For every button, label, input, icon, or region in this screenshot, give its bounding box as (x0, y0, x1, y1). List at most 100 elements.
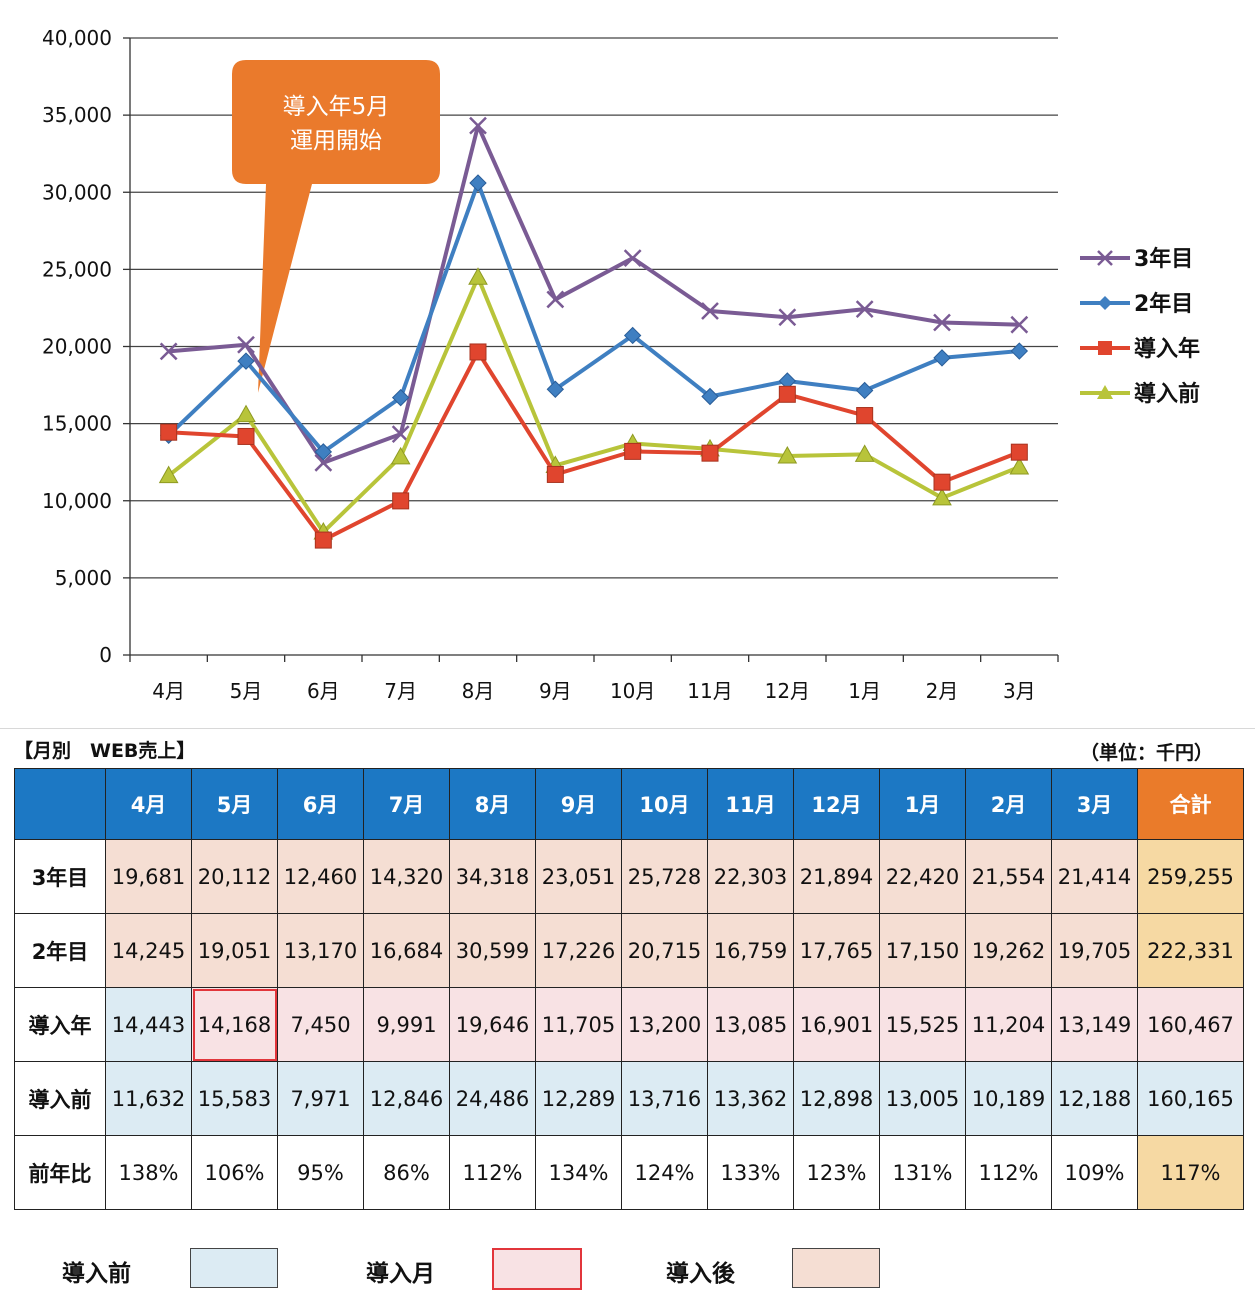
table-cell: 12,898 (793, 1061, 880, 1136)
key-swatch-after (792, 1248, 880, 1288)
table-cell: 12,289 (535, 1061, 622, 1136)
series-line (167, 181, 1020, 454)
annotation-text: 運用開始 (290, 128, 382, 154)
data-point (854, 444, 875, 462)
data-point (933, 313, 951, 332)
header-month: 11月 (707, 768, 794, 840)
legend-label: 導入前 (1134, 381, 1200, 407)
table-cell: 14,168 (191, 987, 278, 1062)
table-cell: 95% (277, 1135, 364, 1210)
table-cell: 109% (1051, 1135, 1138, 1210)
table-cell: 12,846 (363, 1061, 450, 1136)
header-month: 8月 (449, 768, 536, 840)
x-tick-label: 8月 (462, 679, 495, 703)
data-point (314, 453, 333, 472)
table-cell: 21,894 (793, 839, 880, 914)
table-cell: 7,971 (277, 1061, 364, 1136)
data-point (160, 423, 178, 441)
table-cell: 13,362 (707, 1061, 794, 1136)
annotation-text: 導入年5月 (283, 94, 390, 120)
table-cell: 7,450 (277, 987, 364, 1062)
data-point (391, 388, 410, 407)
data-point (390, 446, 411, 465)
table-cell: 20,715 (621, 913, 708, 988)
table-cell: 16,759 (707, 913, 794, 988)
row-label: 2年目 (14, 913, 106, 988)
table-cell: 19,705 (1051, 913, 1138, 988)
data-point (236, 404, 256, 423)
data-point (777, 446, 798, 464)
data-point (623, 326, 642, 345)
table-cell: 13,716 (621, 1061, 708, 1136)
data-point (1010, 342, 1029, 360)
y-tick-label: 20,000 (42, 335, 112, 359)
table-cell: 12,188 (1051, 1061, 1138, 1136)
table-cell: 112% (965, 1135, 1052, 1210)
table-cell: 138% (105, 1135, 192, 1210)
table-cell: 123% (793, 1135, 880, 1210)
table-cell: 20,112 (191, 839, 278, 914)
data-point (237, 427, 255, 445)
table-cell: 19,646 (449, 987, 536, 1062)
table-cell: 14,245 (105, 913, 192, 988)
table-cell: 15,525 (879, 987, 966, 1062)
table-cell: 133% (707, 1135, 794, 1210)
table-unit: （単位：千円） (1079, 742, 1213, 764)
table-header-row: 4月 5月 6月 7月 8月 9月 10月 11月 12月 1月 2月 3月 合… (14, 768, 1244, 840)
table-cell: 106% (191, 1135, 278, 1210)
data-point (1010, 315, 1029, 334)
data-point (469, 343, 487, 361)
table-cell: 19,681 (105, 839, 192, 914)
table-cell: 10,189 (965, 1061, 1052, 1136)
table-cell: 25,728 (621, 839, 708, 914)
header-month: 12月 (793, 768, 880, 840)
data-point (469, 174, 487, 192)
table-cell: 134% (535, 1135, 622, 1210)
row-label: 前年比 (14, 1135, 106, 1210)
data-point (778, 308, 797, 327)
x-tick-label: 6月 (307, 679, 340, 703)
sales-table: 4月 5月 6月 7月 8月 9月 10月 11月 12月 1月 2月 3月 合… (14, 768, 1244, 1210)
y-tick-label: 5,000 (55, 566, 112, 590)
annotation-callout (232, 60, 440, 393)
data-point (932, 487, 952, 506)
key-label-before: 導入前 (62, 1261, 131, 1287)
table-cell: 17,226 (535, 913, 622, 988)
table-cell: 21,414 (1051, 839, 1138, 914)
table-row: 前年比 138% 106% 95% 86% 112% 134% 124% 133% 123% 131… (14, 1135, 1244, 1210)
header-month: 5月 (191, 768, 278, 840)
data-point (158, 465, 179, 484)
data-point (1010, 443, 1028, 461)
table-row: 導入前 11,632 15,583 7,971 12,846 24,486 12,289 13… (14, 1061, 1244, 1136)
table-cell: 12,460 (277, 839, 364, 914)
data-point (855, 381, 874, 400)
data-point (314, 443, 333, 461)
header-month: 7月 (363, 768, 450, 840)
table-row: 3年目 19,681 20,112 12,460 14,320 34,318 23,051 2… (14, 839, 1244, 914)
y-tick-label: 0 (99, 643, 112, 667)
x-tick-label: 10月 (610, 679, 655, 703)
data-point (469, 116, 487, 135)
data-point (624, 442, 642, 460)
table-cell: 19,262 (965, 913, 1052, 988)
header-month: 3月 (1051, 768, 1138, 840)
legend-marker (1097, 385, 1113, 399)
table-cell: 124% (621, 1135, 708, 1210)
line-chart: 40,000 35,000 30,000 25,000 20,000 15,000 10,0… (0, 26, 1255, 729)
legend-marker (1098, 296, 1112, 310)
data-point (856, 407, 874, 425)
y-tick-label: 10,000 (42, 489, 112, 513)
table-cell: 11,705 (535, 987, 622, 1062)
table-cell: 13,200 (621, 987, 708, 1062)
table-cell: 14,320 (363, 839, 450, 914)
table-row: 導入年 14,443 14,168 7,450 9,991 19,646 11,705 13,… (14, 987, 1244, 1062)
table-cell: 19,051 (191, 913, 278, 988)
x-tick-label: 12月 (765, 679, 810, 703)
header-month: 4月 (105, 768, 192, 840)
total-cell: 259,255 (1137, 839, 1244, 914)
x-tick-label: 9月 (539, 679, 572, 703)
data-point (159, 342, 178, 361)
data-point (468, 267, 488, 285)
data-point (855, 300, 874, 319)
table-cell: 13,085 (707, 987, 794, 1062)
